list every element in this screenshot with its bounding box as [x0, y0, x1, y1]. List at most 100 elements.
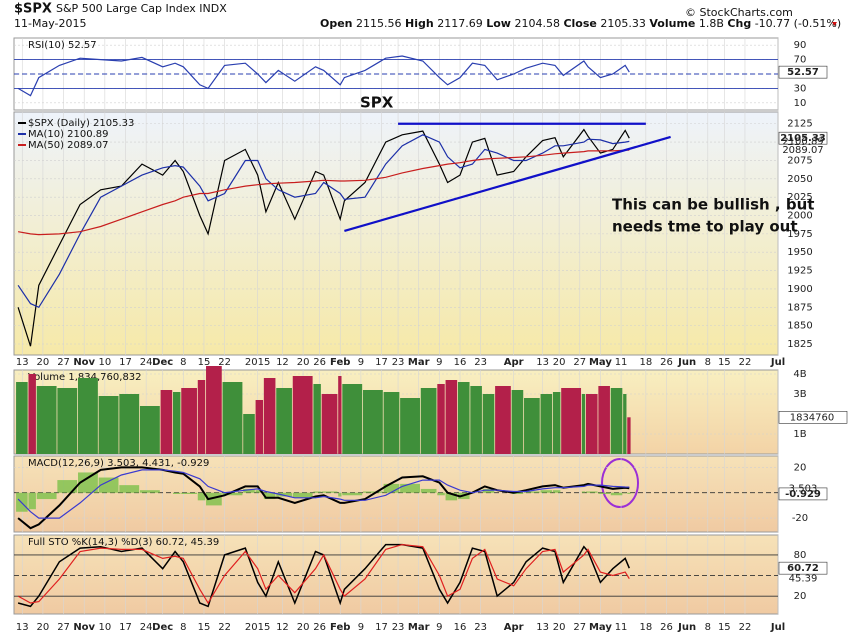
volume-bar	[585, 394, 598, 454]
x-tick-label: Apr	[504, 357, 524, 368]
volume-bar	[623, 394, 627, 454]
x-tick-label: 17	[119, 622, 132, 633]
volume-bar	[524, 398, 540, 454]
volume-bar	[181, 388, 197, 454]
histogram-bar	[623, 492, 627, 494]
y-tick-label: 1875	[787, 302, 812, 313]
annotation: SPX	[360, 94, 394, 112]
volume-bar	[222, 382, 243, 454]
x-tick-label: Jun	[677, 622, 696, 633]
volume-bar	[276, 388, 292, 454]
legend-entry: MA(50) 2089.07	[28, 140, 109, 151]
last-value-label: 2089.07	[782, 145, 823, 156]
y-tick-label: 70	[794, 55, 807, 66]
histogram-bar	[181, 492, 197, 494]
x-tick-label: 8	[180, 357, 186, 368]
x-tick-label: 26	[313, 357, 326, 368]
stat-label: Low	[486, 17, 511, 30]
annotation: needs tme to play out	[612, 218, 798, 236]
series-line	[17, 469, 630, 519]
x-tick-label: 27	[573, 622, 586, 633]
y-tick-label: 1900	[787, 284, 812, 295]
volume-bar	[495, 386, 511, 454]
x-tick-label: 13	[536, 357, 549, 368]
series-line	[17, 55, 630, 97]
legend-entry: MA(10) 2100.89	[28, 129, 109, 140]
x-tick-label: 15	[718, 622, 731, 633]
index-name: S&P 500 Large Cap Index INDX	[56, 2, 227, 15]
x-tick-label: Jul	[770, 357, 785, 368]
y-tick-label: 3B	[793, 389, 806, 400]
x-tick-label: 8	[180, 622, 186, 633]
x-tick-label: 26	[660, 622, 673, 633]
volume-bar	[119, 394, 140, 454]
x-tick-label: 22	[739, 622, 752, 633]
histogram-bar	[540, 490, 553, 493]
x-tick-label: May	[589, 622, 612, 633]
volume-bar	[160, 390, 173, 454]
volume-bar	[98, 396, 119, 454]
stat-label: Volume	[649, 17, 695, 30]
last-value-label: 2100.89	[782, 136, 823, 147]
histogram-bar	[172, 492, 181, 494]
x-tick-label: May	[589, 357, 612, 368]
volume-bar	[139, 406, 160, 454]
histogram-bar	[119, 485, 140, 493]
panel-title: MACD(12,26,9) 3.503, 4.431, -0.929	[28, 458, 209, 469]
volume-bar	[581, 394, 586, 454]
x-tick-label: 9	[436, 622, 442, 633]
stat-label: Chg	[727, 17, 751, 30]
y-tick-label: 4B	[793, 369, 806, 380]
x-tick-label: 18	[639, 357, 652, 368]
last-value-box	[778, 131, 828, 145]
last-value-label: 60.72	[787, 563, 819, 574]
histogram-bar	[255, 490, 264, 493]
volume-bar	[255, 400, 264, 454]
histogram-bar	[362, 491, 383, 493]
x-tick-label: 9	[358, 357, 364, 368]
volume-bar	[540, 394, 553, 454]
volume-bar	[383, 392, 400, 454]
stat-label: High	[405, 17, 434, 30]
histogram-bar	[28, 492, 36, 510]
histogram-bar	[263, 492, 276, 500]
x-tick-label: 23	[474, 622, 487, 633]
x-tick-label: Mar	[408, 357, 430, 368]
x-tick-label: 20	[37, 622, 50, 633]
x-tick-label: 15	[198, 357, 211, 368]
histogram-bar	[581, 491, 586, 493]
x-tick-label: 16	[454, 622, 467, 633]
y-tick-label: -20	[792, 513, 808, 524]
volume-bar	[437, 384, 445, 454]
histogram-bar	[276, 492, 292, 497]
x-tick-label: 13	[16, 622, 29, 633]
volume-bar	[78, 378, 98, 454]
y-tick-label: 1850	[787, 321, 812, 332]
x-tick-label: 23	[392, 357, 405, 368]
histogram-bar	[552, 490, 561, 493]
y-tick-label: 1B	[793, 429, 806, 440]
x-tick-label: 17	[375, 622, 388, 633]
x-tick-label: 23	[474, 357, 487, 368]
last-value-box	[778, 561, 828, 575]
volume-bar	[36, 386, 57, 454]
histogram-bar	[313, 491, 321, 493]
stats: Open 2115.56 High 2117.69 Low 2104.58 Cl…	[320, 17, 841, 30]
histogram-bar	[36, 492, 57, 500]
x-tick-label: Apr	[504, 622, 524, 633]
stat-value: -10.77 (-0.51%)	[755, 17, 841, 30]
x-tick-label: 11	[615, 357, 628, 368]
stat-value: 2105.33	[600, 17, 646, 30]
x-tick-label: Jun	[677, 357, 696, 368]
volume-bar	[16, 382, 28, 454]
histogram-bar	[524, 491, 540, 493]
series-line	[17, 134, 630, 309]
last-value-box	[778, 487, 828, 501]
x-tick-label: Jul	[770, 622, 785, 633]
x-tick-label: 13	[536, 622, 549, 633]
x-tick-label: 22	[218, 622, 231, 633]
x-tick-label: Nov	[73, 622, 95, 633]
y-tick-label: 90	[794, 40, 807, 51]
y-tick-label: 2050	[787, 174, 812, 185]
